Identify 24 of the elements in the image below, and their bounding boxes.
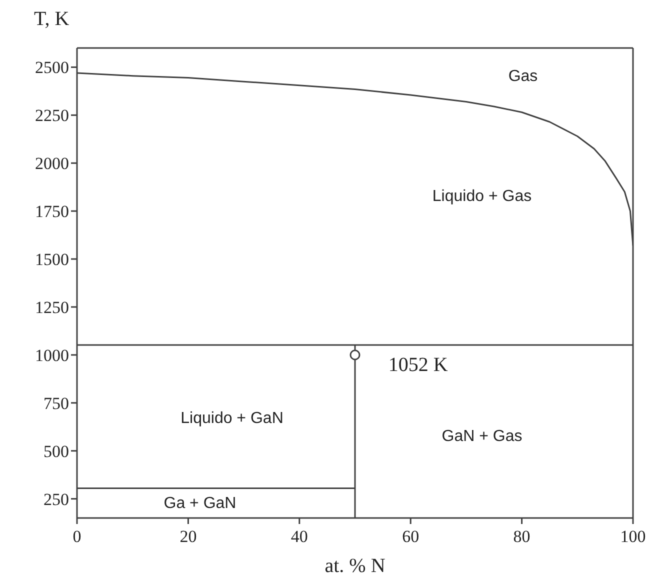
x-tick-label: 20 bbox=[180, 527, 197, 546]
annotation: Ga + GaN bbox=[164, 495, 236, 513]
x-tick-label: 100 bbox=[620, 527, 646, 546]
annotation: Liquido + Gas bbox=[432, 188, 532, 206]
ref-line-label: 1052 K bbox=[388, 354, 448, 376]
y-tick-label: 2500 bbox=[35, 58, 69, 78]
y-tick-label: 750 bbox=[44, 394, 69, 413]
x-tick-label: 80 bbox=[513, 527, 530, 546]
y-tick-label: 1750 bbox=[35, 202, 69, 222]
y-tick-label: 1000 bbox=[35, 346, 69, 365]
y-tick-label: 2250 bbox=[35, 106, 69, 126]
x-axis-title: at. % N bbox=[324, 555, 386, 576]
y-tick-label: 1500 bbox=[35, 250, 69, 270]
y-tick-label: 1250 bbox=[35, 298, 69, 318]
y-tick-label: 500 bbox=[44, 442, 69, 461]
annotation: Gas bbox=[508, 68, 538, 86]
y-axis-title: T, K bbox=[34, 8, 70, 31]
y-tick-label: 250 bbox=[44, 490, 69, 509]
y-tick-label: 2000 bbox=[35, 154, 69, 174]
x-tick-label: 60 bbox=[402, 527, 420, 546]
x-tick-label: 40 bbox=[290, 527, 308, 546]
x-tick-label: 0 bbox=[72, 527, 82, 546]
annotation: Liquido + GaN bbox=[180, 410, 284, 428]
annotation: GaN + Gas bbox=[442, 428, 522, 446]
